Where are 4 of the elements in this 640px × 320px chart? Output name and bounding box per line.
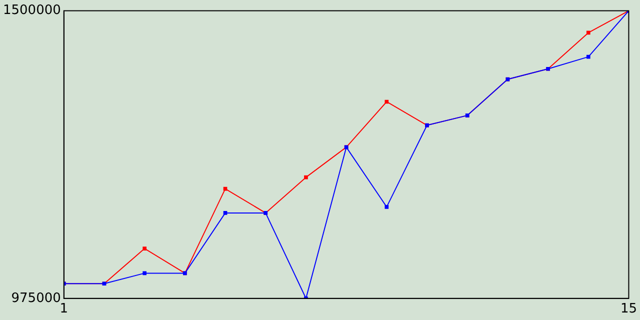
x-tick-label: 1 — [60, 302, 68, 317]
x-tick-label: 15 — [620, 302, 637, 317]
y-tick-label: 975000 — [11, 290, 61, 306]
y-tick-label: 1500000 — [2, 3, 61, 18]
